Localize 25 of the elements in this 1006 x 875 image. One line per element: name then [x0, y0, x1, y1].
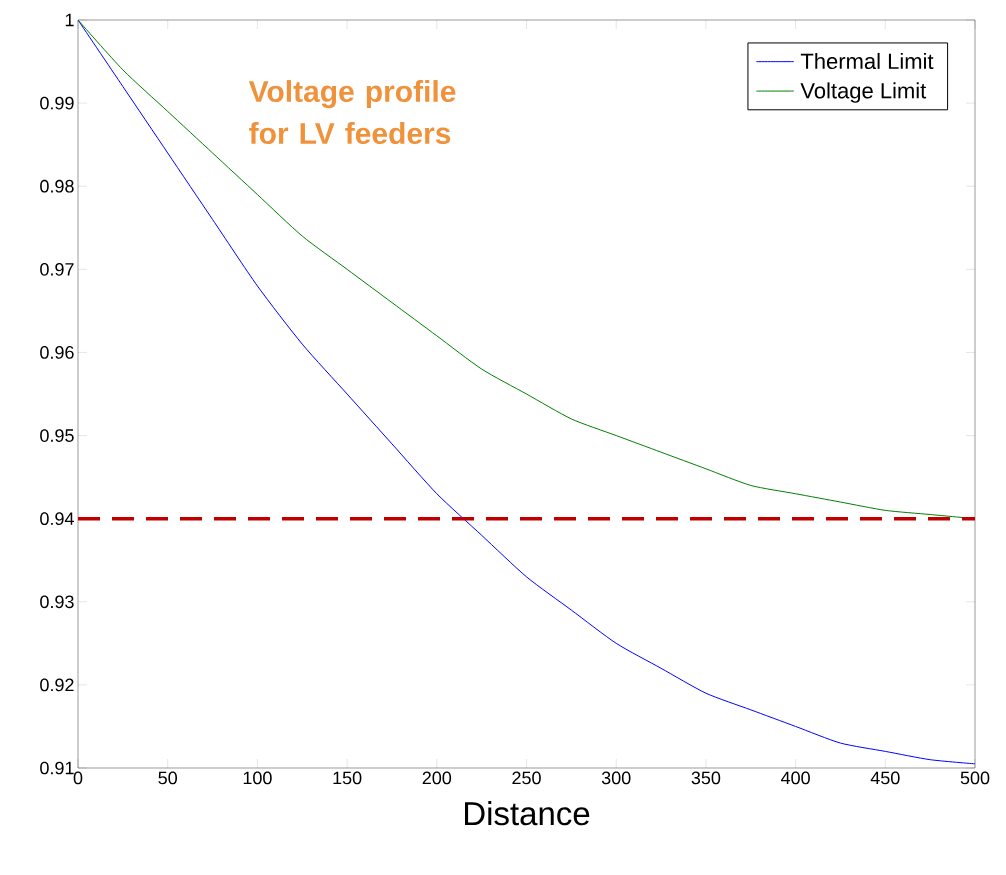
y-tick-label: 0.98 [40, 179, 74, 193]
y-tick-label: 0.94 [40, 512, 74, 526]
x-tick-label: 300 [601, 771, 631, 785]
x-tick-label: 150 [333, 771, 362, 785]
x-tick-label: 500 [960, 771, 990, 785]
x-tick-label: 100 [243, 771, 272, 785]
x-tick-label: 250 [512, 771, 541, 785]
y-tick-label: 0.96 [40, 346, 74, 359]
y-tick-label: 0.99 [40, 96, 74, 110]
x-axis-title: Distance [465, 801, 590, 826]
x-tick-label: 450 [870, 771, 900, 785]
y-tick-label: 0.95 [40, 429, 74, 442]
y-tick-label: 1 [65, 13, 74, 27]
annotation: Voltage profile for LV feeders [248, 80, 456, 145]
y-tick-label: 0.93 [40, 595, 74, 609]
y-tick-label: 0.92 [40, 678, 74, 692]
legend-label: Voltage Limit [800, 82, 927, 103]
x-tick-label: 400 [781, 771, 810, 785]
x-tick-label: 50 [158, 771, 178, 785]
y-tick-label: 0.97 [40, 262, 74, 276]
x-tick-label: 200 [422, 771, 452, 785]
legend-label: Thermal Limit [800, 52, 934, 70]
y-tick-label: 0.91 [40, 761, 74, 775]
x-tick-label: 0 [73, 771, 83, 785]
x-tick-label: 350 [691, 771, 721, 785]
